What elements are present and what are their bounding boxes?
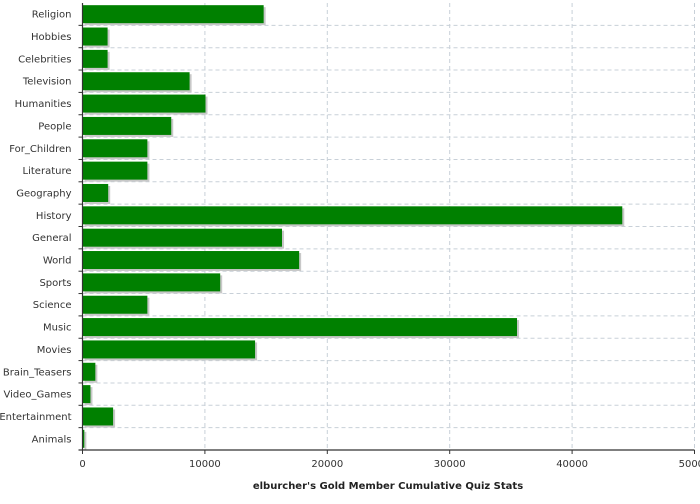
x-tick-label: 30000 (434, 459, 466, 470)
axes (78, 3, 695, 454)
bar-for_children (82, 139, 148, 158)
bars (82, 5, 625, 450)
category-label: Sports (39, 278, 71, 289)
bar-celebrities (82, 49, 108, 68)
category-label: Video_Games (4, 390, 72, 401)
category-label: For_Children (9, 144, 71, 155)
bar-world (82, 251, 300, 270)
category-label: History (36, 211, 72, 222)
category-label: Literature (23, 166, 72, 177)
bar-video_games (82, 385, 91, 404)
category-label: Entertainment (0, 412, 72, 423)
category-label: Celebrities (18, 54, 71, 65)
bar-animals (82, 429, 85, 448)
bar-shadow (84, 431, 87, 450)
category-label: Television (22, 77, 72, 88)
bar-people (82, 116, 172, 135)
category-label: Animals (32, 434, 72, 445)
x-tick-label: 20000 (311, 459, 343, 470)
bar-geography (82, 183, 109, 202)
bar-sports (82, 273, 221, 292)
bar-brain_teasers (82, 362, 96, 381)
bar-general (82, 228, 283, 247)
bar-entertainment (82, 407, 114, 426)
category-labels: Religion Hobbies Celebrities Television Huma… (0, 10, 72, 446)
bar-science (82, 295, 148, 314)
category-label: Religion (32, 10, 72, 21)
bar-humanities (82, 94, 206, 113)
x-tick-label: 40000 (556, 459, 588, 470)
category-label: People (38, 121, 71, 132)
category-label: Geography (16, 188, 71, 199)
category-label: Music (43, 323, 71, 334)
category-label: Brain_Teasers (3, 367, 72, 378)
grid (82, 3, 695, 450)
category-label: General (32, 233, 71, 244)
tick-labels: 0 10000 20000 30000 40000 50000 (79, 459, 700, 470)
x-tick-label: 10000 (189, 459, 221, 470)
category-label: Humanities (15, 99, 72, 110)
x-axis-label: elburcher's Gold Member Cumulative Quiz … (253, 481, 523, 492)
bar-hobbies (82, 27, 108, 46)
category-label: World (43, 256, 72, 267)
bar-movies (82, 340, 256, 359)
category-label: Science (33, 300, 72, 311)
x-tick-label: 0 (79, 459, 85, 470)
x-tick-label: 50000 (679, 459, 700, 470)
category-label: Hobbies (31, 32, 71, 43)
bar-television (82, 72, 190, 91)
bar-literature (82, 161, 148, 180)
bar-history (82, 206, 623, 225)
category-label: Movies (37, 345, 72, 356)
bar-religion (82, 5, 264, 24)
bar-music (82, 318, 518, 337)
